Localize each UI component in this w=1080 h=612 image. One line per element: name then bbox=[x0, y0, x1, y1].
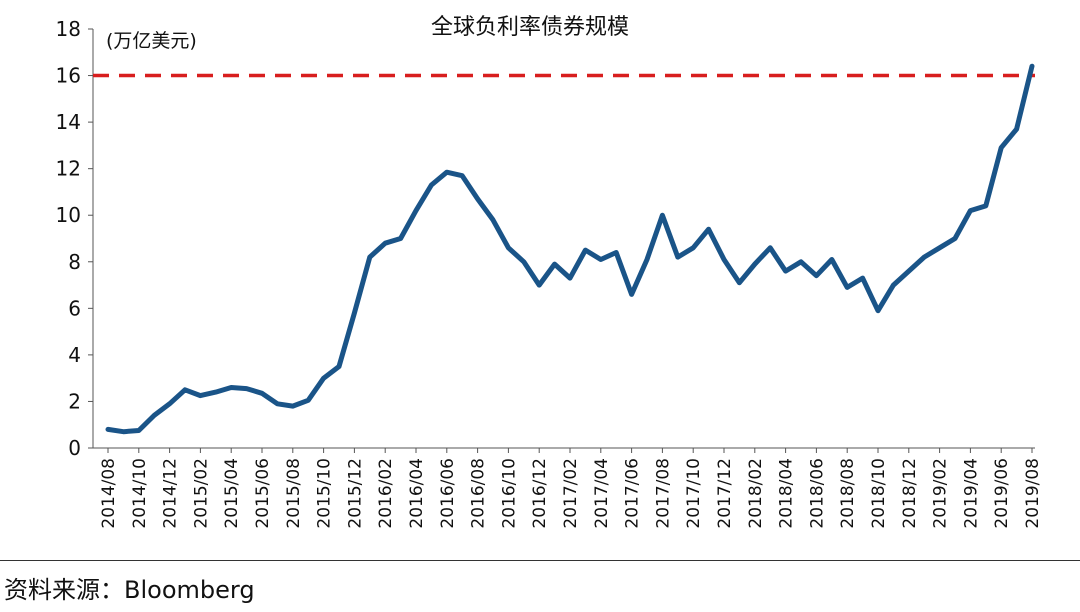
y-tick-label: 16 bbox=[56, 64, 81, 88]
y-tick-label: 2 bbox=[68, 389, 81, 413]
x-tick-label: 2019/02 bbox=[931, 458, 951, 529]
x-tick-label: 2019/08 bbox=[1023, 458, 1043, 529]
x-tick-label: 2015/06 bbox=[253, 458, 273, 529]
chart: 全球负利率债券规模 (万亿美元) 0 2 4 6 8 10 12 14 16 18 2014/08… bbox=[56, 15, 1043, 529]
y-tick-label: 0 bbox=[68, 436, 81, 460]
x-tick-label: 2017/12 bbox=[715, 458, 735, 529]
x-tick-label: 2017/06 bbox=[623, 458, 643, 529]
x-tick-label: 2017/10 bbox=[684, 458, 704, 529]
source-divider bbox=[0, 560, 1080, 561]
x-tick-label: 2018/04 bbox=[777, 458, 797, 529]
x-tick-label: 2017/02 bbox=[561, 458, 581, 529]
y-tick-label: 8 bbox=[68, 250, 81, 274]
x-tick-label: 2015/04 bbox=[222, 458, 242, 529]
x-tick-label: 2015/10 bbox=[315, 458, 335, 529]
y-tick-label: 4 bbox=[68, 343, 81, 367]
x-tick-label: 2015/08 bbox=[284, 458, 304, 529]
x-tick-label: 2015/02 bbox=[191, 458, 211, 529]
x-tick-label: 2018/08 bbox=[838, 458, 858, 529]
series-line-negative-yield-bonds bbox=[105, 63, 1035, 435]
x-tick-label: 2018/02 bbox=[746, 458, 766, 529]
x-tick-label: 2016/08 bbox=[469, 458, 489, 529]
x-tick-label: 2016/06 bbox=[438, 458, 458, 529]
x-tick-label: 2018/12 bbox=[900, 458, 920, 529]
x-tick-label: 2018/06 bbox=[807, 458, 827, 529]
chart-title: 全球负利率债券规模 bbox=[431, 15, 629, 40]
y-ticks: 0 2 4 6 8 10 12 14 16 18 bbox=[56, 17, 93, 460]
x-tick-label: 2016/02 bbox=[376, 458, 396, 529]
y-tick-label: 18 bbox=[56, 17, 81, 41]
y-tick-label: 10 bbox=[56, 203, 81, 227]
x-tick-label: 2015/12 bbox=[345, 458, 365, 529]
x-ticks: 2014/08 2014/10 2014/12 2015/02 2015/04 2015/… bbox=[99, 448, 1043, 529]
x-tick-label: 2017/04 bbox=[592, 458, 612, 529]
source-note: 资料来源：Bloomberg bbox=[4, 576, 255, 604]
x-tick-label: 2014/08 bbox=[99, 458, 119, 529]
x-tick-label: 2016/10 bbox=[499, 458, 519, 529]
y-tick-label: 12 bbox=[56, 157, 81, 181]
x-tick-label: 2019/04 bbox=[961, 458, 981, 529]
y-axis-unit-label: (万亿美元) bbox=[106, 30, 197, 52]
y-tick-label: 6 bbox=[68, 296, 81, 320]
x-tick-label: 2019/06 bbox=[992, 458, 1012, 529]
x-tick-label: 2016/12 bbox=[530, 458, 550, 529]
x-tick-label: 2017/08 bbox=[653, 458, 673, 529]
x-tick-label: 2018/10 bbox=[869, 458, 889, 529]
x-tick-label: 2014/10 bbox=[130, 458, 150, 529]
y-tick-label: 14 bbox=[56, 110, 81, 134]
x-tick-label: 2014/12 bbox=[161, 458, 181, 529]
x-tick-label: 2016/04 bbox=[407, 458, 427, 529]
